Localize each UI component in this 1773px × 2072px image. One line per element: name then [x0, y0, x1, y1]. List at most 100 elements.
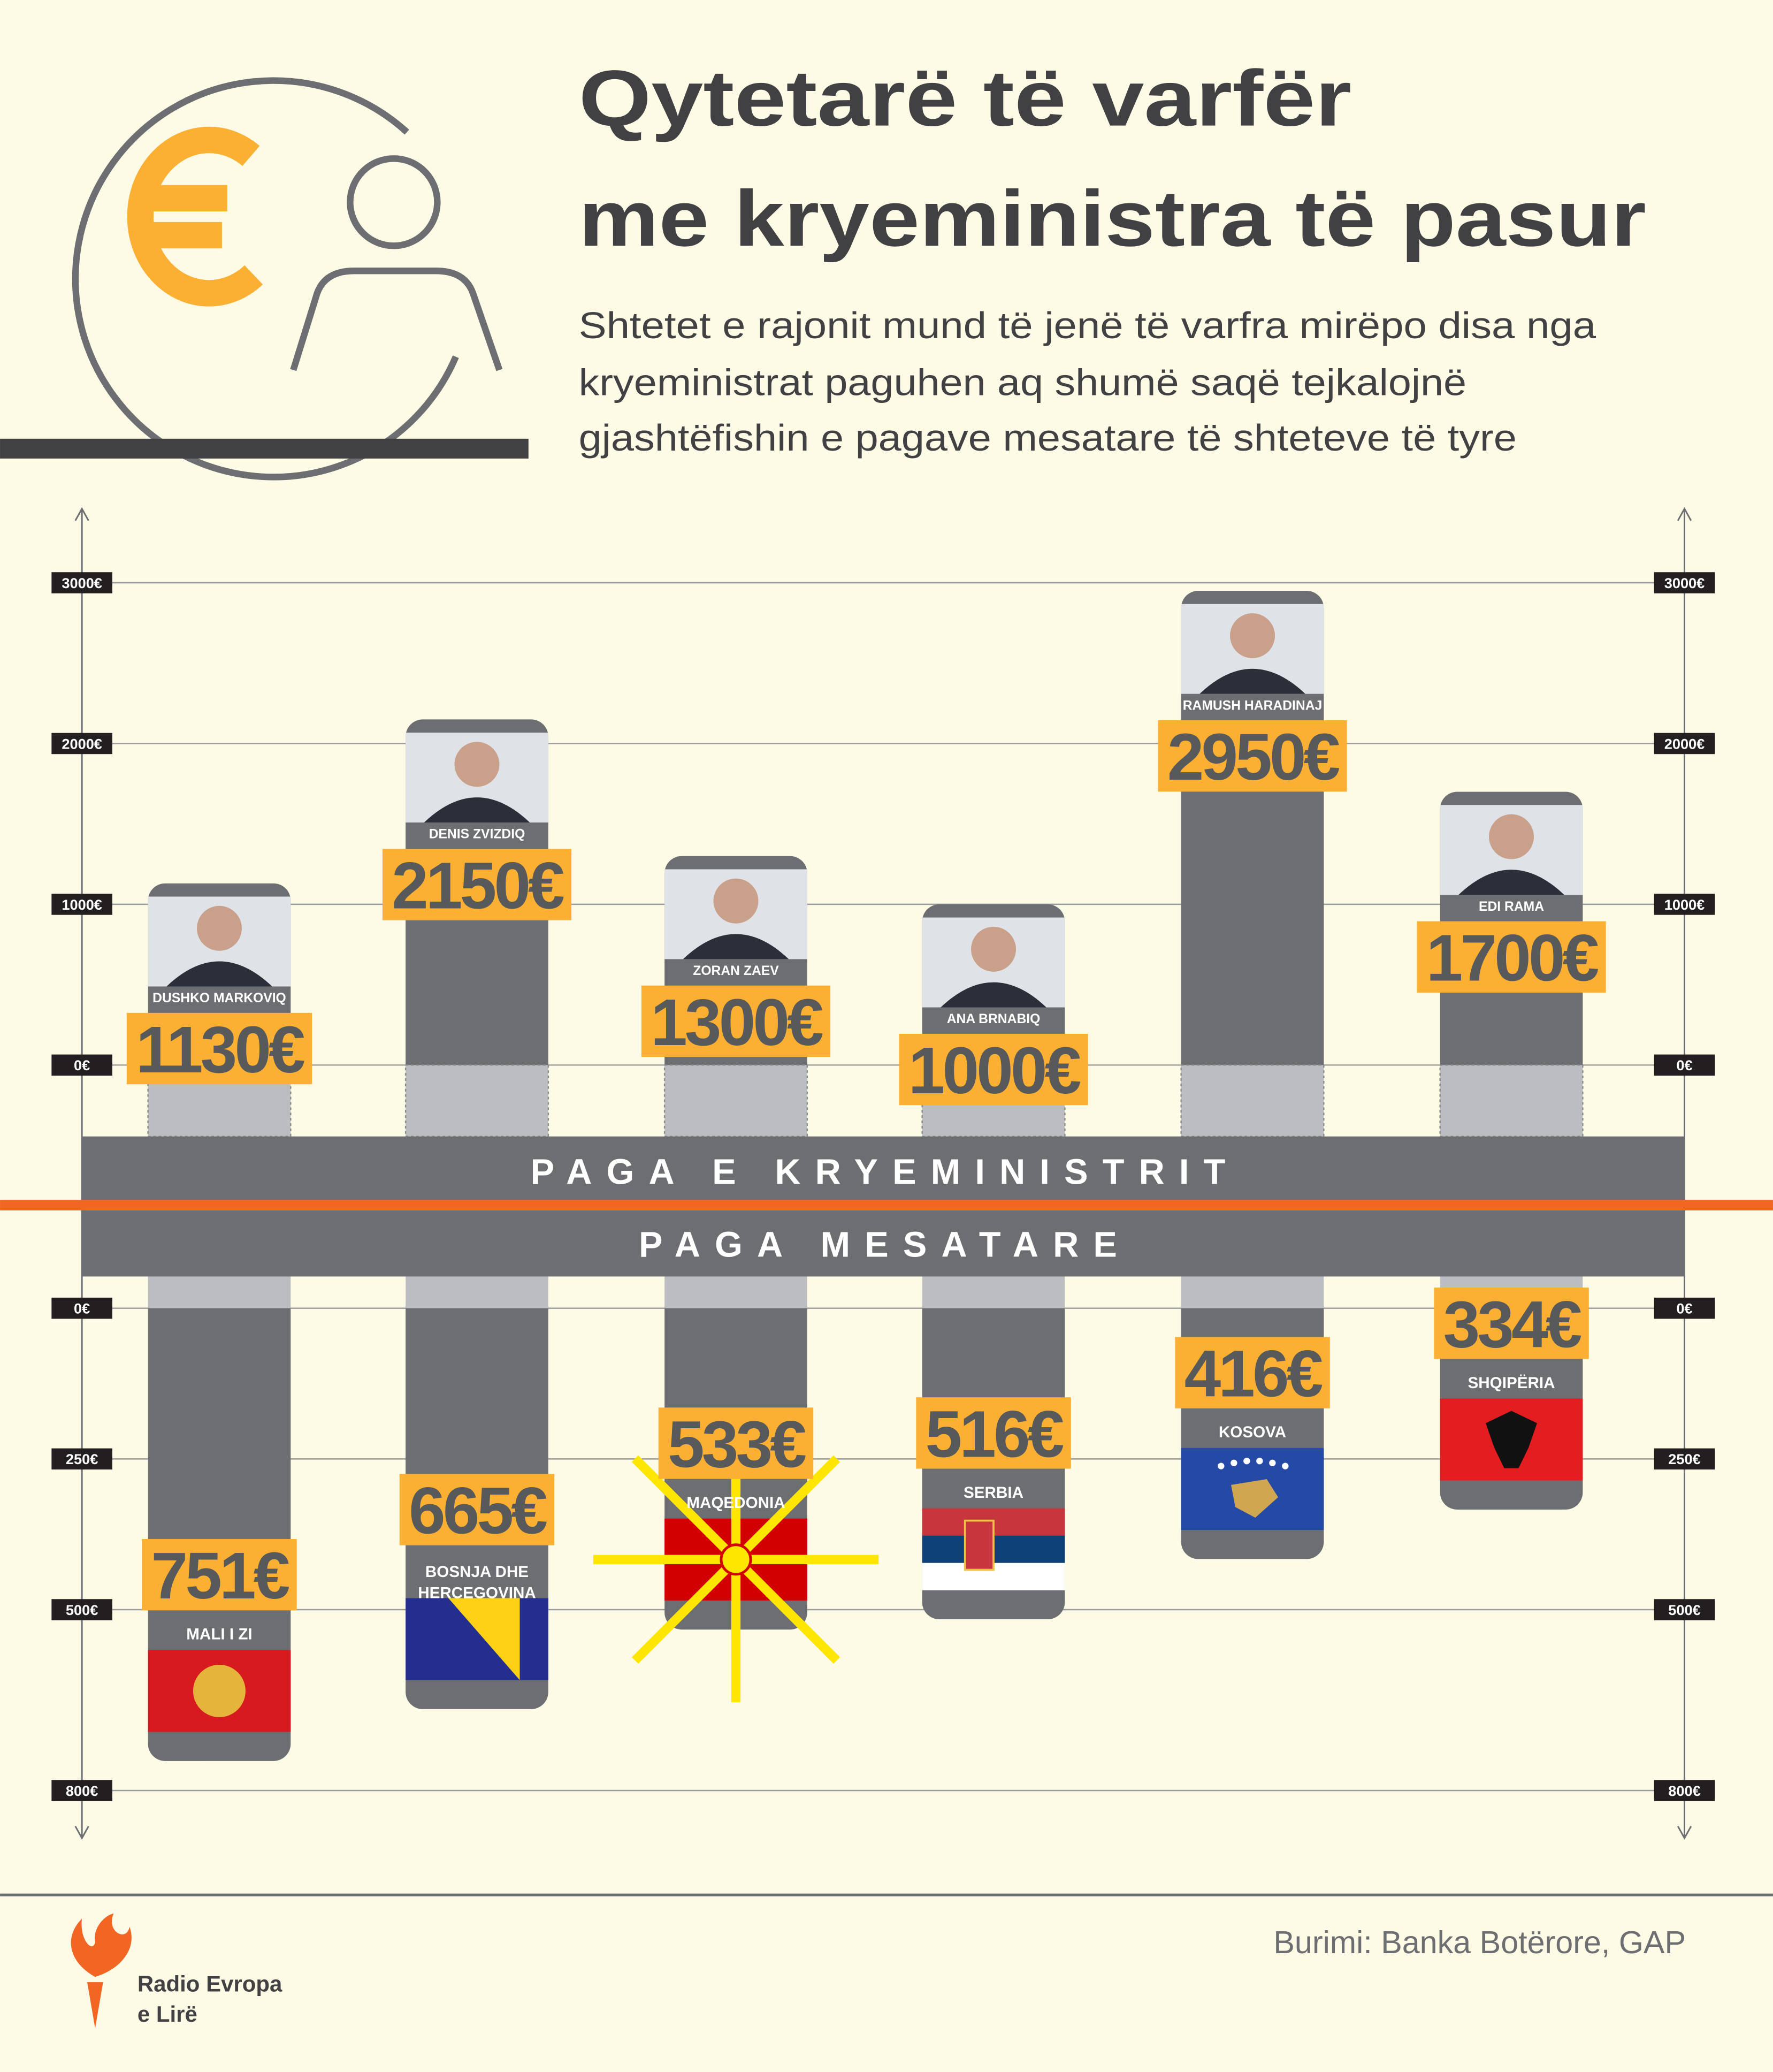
band — [82, 1210, 1685, 1277]
y-tick-label: 1000€ — [62, 896, 102, 913]
bar-base — [1439, 1064, 1584, 1137]
flag — [593, 1416, 879, 1703]
y-tick-label: 1000€ — [1664, 896, 1705, 913]
tick-label-box — [1654, 1297, 1715, 1319]
bar-base — [404, 1064, 549, 1137]
y-tick-label: 3000€ — [1664, 575, 1705, 591]
title-line: Qytetarë të varfër — [579, 55, 1352, 143]
tick-label-box — [1654, 1054, 1715, 1076]
logo-torch — [71, 1913, 132, 2029]
flag-star — [1231, 1459, 1237, 1467]
tick-label-box — [1654, 733, 1715, 755]
value-label: 516€ — [926, 1397, 1064, 1471]
country-name: MAQEDONIA — [686, 1494, 785, 1512]
icon-arc — [72, 77, 459, 481]
flag-ray — [732, 1455, 840, 1563]
y-tick-label: 0€ — [74, 1057, 90, 1073]
bar — [1181, 591, 1324, 1084]
flag-sun — [720, 1543, 752, 1576]
value-label: 2950€ — [1167, 720, 1340, 794]
tick-label-box — [1654, 1448, 1715, 1470]
y-tick-label: 800€ — [66, 1782, 98, 1799]
portrait-body — [941, 982, 1046, 1008]
value-label-box — [382, 849, 572, 920]
flag-star — [1256, 1458, 1263, 1465]
portrait-head — [1489, 814, 1534, 859]
subtitle-line: Shtetet e rajonit mund të jenë të varfra… — [579, 304, 1596, 346]
person-name: RAMUSH HARADINAJ — [1183, 698, 1323, 713]
tick-label-box — [51, 572, 112, 593]
flag-emblem — [193, 1664, 246, 1717]
axis-arrow — [1677, 507, 1692, 521]
axis-arrow — [1677, 1825, 1692, 1840]
divider — [0, 1200, 1773, 1210]
portrait-body — [683, 934, 789, 959]
country-name: SERBIA — [964, 1484, 1023, 1502]
person-name: ANA BRNABIQ — [947, 1012, 1041, 1026]
value-label: 1300€ — [651, 986, 823, 1060]
value-label: 533€ — [668, 1407, 806, 1481]
portrait-body — [1458, 870, 1564, 895]
flag — [406, 1598, 548, 1680]
value-label-box — [641, 985, 831, 1057]
bar-base — [1181, 1275, 1324, 1308]
bar-base — [922, 1275, 1065, 1308]
tick-label-box — [51, 894, 112, 915]
tick-label-box — [1654, 1599, 1715, 1620]
subtitle-line: kryeministrat paguhen aq shumë saqë tejk… — [579, 361, 1466, 403]
flag — [1440, 1398, 1583, 1481]
value-label-box — [142, 1538, 297, 1611]
flag-ray — [631, 1455, 739, 1563]
portrait — [922, 917, 1065, 1008]
bar-base — [148, 1275, 291, 1308]
value-label: 751€ — [151, 1539, 289, 1613]
y-tick-label: 800€ — [1668, 1782, 1700, 1799]
band-title: PAGA E KRYEMINISTRIT — [531, 1153, 1240, 1192]
portrait — [1181, 604, 1324, 694]
tick-label-box — [51, 1448, 112, 1470]
header-icon — [72, 77, 503, 481]
value-label-box — [658, 1407, 814, 1479]
tick-label-box — [1654, 572, 1715, 593]
portrait-body — [1199, 668, 1305, 694]
portrait-head — [196, 905, 242, 951]
value-label-box — [1175, 1337, 1330, 1408]
value-label-box — [1417, 921, 1606, 993]
flag — [1181, 1448, 1324, 1530]
person-name: EDI RAMA — [1479, 900, 1544, 914]
flag-ray — [732, 1556, 840, 1664]
flag — [922, 1508, 1065, 1590]
bar-base — [663, 1064, 808, 1137]
value-label: 1000€ — [908, 1034, 1081, 1108]
logo-text: e Lirë — [137, 2001, 197, 2027]
portrait-body — [166, 961, 272, 987]
value-label-box — [126, 1012, 312, 1085]
portrait — [148, 896, 291, 987]
value-label: 665€ — [409, 1474, 547, 1548]
y-tick-label: 0€ — [1676, 1300, 1692, 1317]
header-rule — [0, 438, 529, 459]
logo-text: Radio Evropa — [137, 1971, 282, 1996]
tick-label-box — [51, 733, 112, 755]
value-label: 2150€ — [392, 849, 564, 923]
band-title: PAGA MESATARE — [639, 1225, 1132, 1264]
title-line: me kryeministra të pasur — [579, 174, 1646, 263]
tick-label-box — [51, 1297, 112, 1319]
euro-icon — [127, 126, 263, 307]
icon-body — [290, 268, 503, 371]
flag-emblem — [964, 1519, 995, 1571]
value-label-box — [899, 1033, 1088, 1106]
y-tick-label: 500€ — [1668, 1602, 1700, 1618]
flag-star — [1243, 1458, 1250, 1465]
portrait-head — [454, 742, 500, 787]
bar-base — [664, 1275, 807, 1308]
country-name: KOSOVA — [1219, 1423, 1286, 1441]
country-name: MALI I ZI — [186, 1626, 252, 1643]
y-tick-label: 2000€ — [1664, 735, 1705, 752]
portrait — [664, 869, 807, 959]
portrait-body — [424, 797, 530, 822]
y-tick-label: 0€ — [1676, 1057, 1692, 1073]
country-name: BOSNJA DHE HERCEGOVINA — [418, 1563, 536, 1602]
